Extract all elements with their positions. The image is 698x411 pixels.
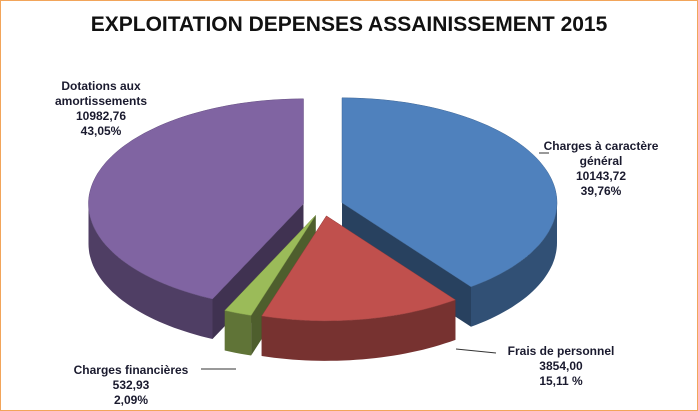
label-percent: 2,09%: [113, 393, 149, 407]
slice-side: [471, 202, 557, 327]
slice-top: [341, 97, 558, 288]
slice-side: [88, 203, 213, 339]
pie-slice: [261, 215, 456, 361]
slice-label: Charges financières 532,93 2,09%: [61, 363, 201, 408]
label-name: Dotations aux amortissements: [54, 79, 148, 108]
leader-lines: [201, 152, 549, 370]
slice-top: [261, 215, 456, 322]
slice-side: [261, 299, 456, 361]
slice-label: Charges à caractère général 10143,72 39,…: [536, 139, 666, 199]
label-value: 10982,76: [75, 109, 127, 123]
slice-label: Dotations aux amortissements 10982,76 43…: [46, 79, 156, 139]
label-percent: 39,76%: [580, 184, 622, 198]
label-percent: 15,11 %: [539, 374, 583, 388]
slice-side: [224, 310, 252, 356]
label-name: Charges financières: [73, 363, 189, 377]
leader-line: [455, 348, 497, 354]
label-percent: 43,05%: [80, 124, 122, 138]
label-name: Charges à caractère général: [543, 139, 659, 168]
slice-label: Frais de personnel 3854,00 15,11 %: [491, 344, 631, 389]
chart-title: EXPLOITATION DEPENSES ASSAINISSEMENT 201…: [90, 13, 608, 36]
label-name: Frais de personnel: [507, 344, 615, 358]
slice-top: [88, 98, 304, 300]
label-value: 3854,00: [539, 359, 583, 373]
label-value: 532,93: [112, 378, 150, 392]
slice-top: [224, 215, 316, 316]
label-value: 10143,72: [575, 169, 627, 183]
